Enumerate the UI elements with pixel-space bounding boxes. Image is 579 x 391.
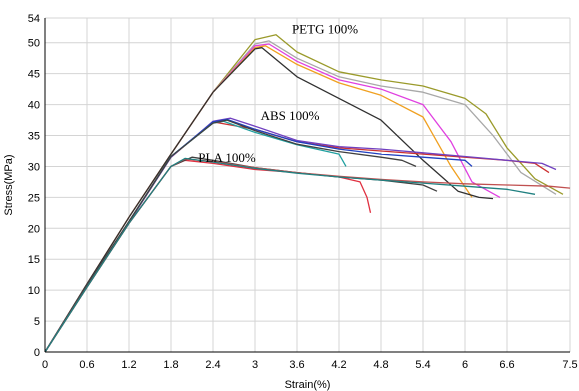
annotation-label: PLA 100% [198,150,256,165]
y-tick-label: 5 [34,316,40,328]
y-tick-label: 10 [28,285,40,297]
x-tick-label: 0 [42,359,48,371]
x-axis-title: Strain(%) [285,379,331,391]
y-tick-label: 54 [28,13,40,25]
series-line-12 [44,156,438,353]
x-tick-label: 2.4 [205,359,220,371]
x-tick-label: 0.6 [79,359,94,371]
y-axis-title: Stress(MPa) [3,154,15,215]
x-tick-label: 4.2 [331,359,346,371]
x-tick-label: 1.8 [163,359,178,371]
series-line-11 [44,159,372,353]
x-tick-label: 6 [462,359,468,371]
series-line-10 [44,119,417,353]
x-tick-label: 3 [252,359,258,371]
annotation-label: ABS 100% [261,108,320,123]
y-tick-label: 35 [28,131,40,143]
x-tick-label: 1.2 [121,359,136,371]
x-tick-label: 5.4 [415,359,430,371]
series-line-3 [44,43,501,353]
series-line-5 [44,47,494,353]
series-line-14 [44,157,536,353]
x-tick-label: 6.6 [499,359,514,371]
series-line-2 [44,40,557,353]
y-tick-label: 40 [28,100,40,112]
y-tick-label: 15 [28,254,40,266]
y-tick-label: 45 [28,69,40,81]
x-tick-label: 7.5 [562,359,577,371]
series-line-1 [44,34,564,353]
series-line-9 [44,120,347,353]
axes [44,18,570,353]
y-tick-label: 20 [28,223,40,235]
y-tick-label: 30 [28,161,40,173]
x-tick-label: 3.6 [289,359,304,371]
annotation-label: PETG 100% [292,21,358,36]
y-tick-label: 25 [28,192,40,204]
y-tick-label: 50 [28,38,40,50]
series-line-4 [44,45,473,353]
x-tick-label: 4.8 [373,359,388,371]
series-line-8 [44,118,473,353]
annotations: PETG 100% ABS 100% PLA 100% [198,21,358,165]
tick-labels: 0 0.6 1.2 1.8 2.4 3 3.6 4.2 4.8 5.4 6 6.6 7.5 0 5 10 15 2… [28,13,578,371]
y-tick-label: 0 [34,347,40,359]
series-group [44,34,571,353]
